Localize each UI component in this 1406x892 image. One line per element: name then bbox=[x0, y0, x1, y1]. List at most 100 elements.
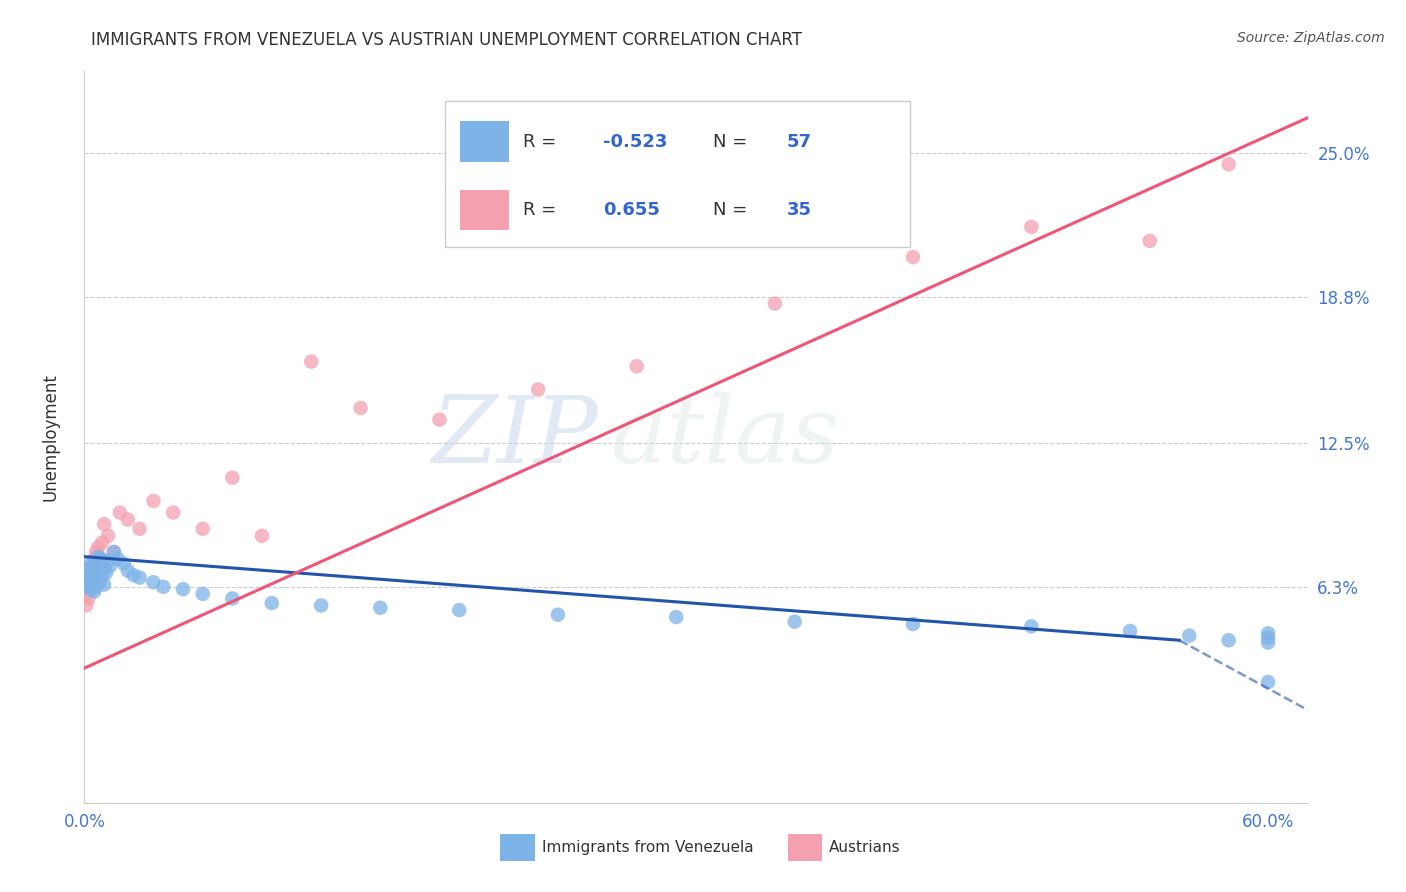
Point bbox=[349, 401, 371, 415]
Point bbox=[309, 599, 332, 613]
Point bbox=[75, 599, 97, 613]
Point bbox=[87, 564, 110, 578]
Point bbox=[79, 573, 101, 587]
Point bbox=[152, 580, 174, 594]
Point bbox=[84, 554, 107, 568]
Point bbox=[82, 575, 104, 590]
Point bbox=[260, 596, 283, 610]
Text: 0.655: 0.655 bbox=[603, 202, 659, 219]
Point bbox=[449, 603, 471, 617]
Point bbox=[1257, 675, 1279, 690]
Text: N =: N = bbox=[713, 202, 748, 219]
Point bbox=[1021, 619, 1043, 633]
Text: IMMIGRANTS FROM VENEZUELA VS AUSTRIAN UNEMPLOYMENT CORRELATION CHART: IMMIGRANTS FROM VENEZUELA VS AUSTRIAN UN… bbox=[91, 31, 803, 49]
Point bbox=[108, 506, 131, 520]
Point bbox=[75, 575, 97, 590]
Point bbox=[83, 566, 105, 580]
Point bbox=[107, 552, 129, 566]
Point bbox=[103, 545, 125, 559]
Point bbox=[79, 582, 101, 597]
Point bbox=[1257, 626, 1279, 640]
FancyBboxPatch shape bbox=[787, 833, 823, 862]
Point bbox=[103, 545, 125, 559]
Point bbox=[665, 610, 688, 624]
Point bbox=[1178, 629, 1201, 643]
Point bbox=[93, 517, 115, 532]
Point bbox=[87, 541, 110, 555]
Point bbox=[172, 582, 194, 597]
Point bbox=[191, 587, 214, 601]
Text: Source: ZipAtlas.com: Source: ZipAtlas.com bbox=[1237, 31, 1385, 45]
Point bbox=[87, 573, 110, 587]
Point bbox=[84, 570, 107, 584]
Point bbox=[97, 554, 120, 568]
Point bbox=[91, 568, 114, 582]
Point bbox=[89, 558, 111, 573]
Point bbox=[1257, 635, 1279, 649]
Point bbox=[93, 577, 115, 591]
Point bbox=[79, 582, 101, 597]
FancyBboxPatch shape bbox=[446, 101, 910, 247]
Point bbox=[122, 568, 145, 582]
Text: Austrians: Austrians bbox=[830, 840, 901, 855]
Point bbox=[89, 568, 111, 582]
Text: atlas: atlas bbox=[610, 392, 839, 482]
Point bbox=[1218, 633, 1240, 648]
Point bbox=[901, 617, 924, 632]
Point bbox=[299, 354, 322, 368]
Point bbox=[83, 552, 105, 566]
Point bbox=[82, 568, 104, 582]
Point bbox=[77, 570, 100, 584]
Point bbox=[128, 570, 150, 584]
Point bbox=[901, 250, 924, 264]
Point bbox=[75, 568, 97, 582]
Point bbox=[77, 591, 100, 606]
Point bbox=[77, 577, 100, 591]
Point bbox=[91, 552, 114, 566]
Point bbox=[221, 471, 243, 485]
Point bbox=[84, 545, 107, 559]
Point bbox=[1021, 219, 1043, 234]
Point bbox=[783, 615, 806, 629]
Text: R =: R = bbox=[523, 202, 557, 219]
Point bbox=[162, 506, 184, 520]
Point bbox=[250, 529, 273, 543]
Point bbox=[94, 566, 117, 580]
Point bbox=[527, 383, 550, 397]
Point bbox=[117, 564, 139, 578]
Point bbox=[128, 522, 150, 536]
Point bbox=[89, 575, 111, 590]
Text: Unemployment: Unemployment bbox=[41, 373, 59, 501]
Point bbox=[82, 558, 104, 573]
Text: R =: R = bbox=[523, 133, 557, 151]
Point bbox=[429, 412, 451, 426]
Point bbox=[83, 575, 105, 590]
FancyBboxPatch shape bbox=[501, 833, 534, 862]
Text: 35: 35 bbox=[786, 202, 811, 219]
Point bbox=[1218, 157, 1240, 171]
Point bbox=[98, 558, 121, 573]
Point bbox=[1257, 631, 1279, 645]
Point bbox=[83, 564, 105, 578]
Text: Immigrants from Venezuela: Immigrants from Venezuela bbox=[541, 840, 754, 855]
Point bbox=[93, 561, 115, 575]
Point bbox=[79, 568, 101, 582]
Point bbox=[84, 580, 107, 594]
Point bbox=[83, 584, 105, 599]
Point bbox=[77, 580, 100, 594]
Point bbox=[221, 591, 243, 606]
Point bbox=[763, 296, 786, 310]
Point bbox=[191, 522, 214, 536]
Point bbox=[142, 575, 165, 590]
Point bbox=[91, 535, 114, 549]
Text: N =: N = bbox=[713, 133, 748, 151]
Point bbox=[1139, 234, 1161, 248]
Point bbox=[82, 577, 104, 591]
Point bbox=[117, 512, 139, 526]
Point bbox=[142, 494, 165, 508]
FancyBboxPatch shape bbox=[460, 121, 509, 161]
Text: 57: 57 bbox=[786, 133, 811, 151]
Text: ZIP: ZIP bbox=[432, 392, 598, 482]
Point bbox=[1119, 624, 1142, 638]
Point bbox=[97, 529, 120, 543]
